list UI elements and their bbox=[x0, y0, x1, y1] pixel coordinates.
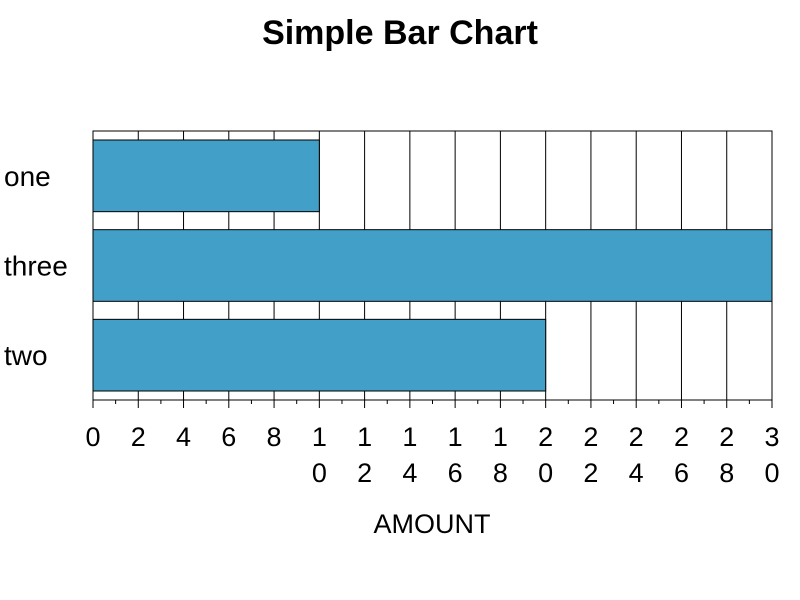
bar-one bbox=[92, 139, 320, 213]
category-label: three bbox=[4, 251, 68, 282]
chart-title: Simple Bar Chart bbox=[262, 14, 538, 52]
x-tick-label: 2 bbox=[131, 422, 146, 452]
x-axis-title: AMOUNT bbox=[374, 509, 491, 539]
bars bbox=[92, 139, 773, 392]
category-labels: one three two bbox=[4, 161, 68, 371]
bar-two bbox=[92, 318, 547, 392]
x-tick-label: 4 bbox=[176, 422, 191, 452]
category-label: one bbox=[4, 161, 51, 192]
x-tick-label: 8 bbox=[267, 422, 282, 452]
x-tick-label: 0 bbox=[85, 422, 100, 452]
category-label: two bbox=[4, 340, 48, 371]
x-axis: 0 2 4 6 8 1 01 21 41 61 82 02 22 42 62 83 0 bbox=[85, 400, 780, 488]
bar-three bbox=[92, 229, 773, 302]
x-tick-label: 6 bbox=[221, 422, 236, 452]
